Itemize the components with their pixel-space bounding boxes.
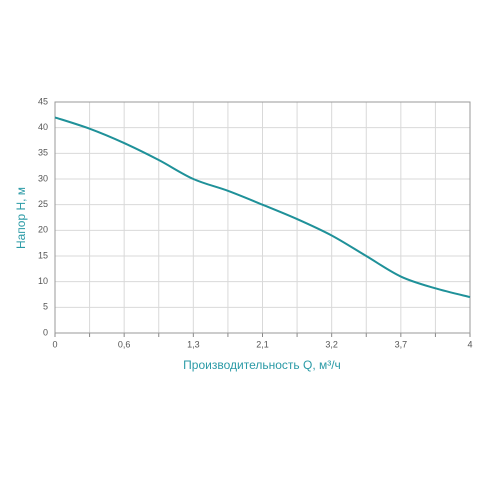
y-tick-label: 25 [38, 199, 48, 209]
line-series [54, 116, 471, 299]
y-axis-title: Напор H, м [14, 187, 28, 249]
y-tick-label: 10 [38, 276, 48, 286]
x-tick-label: 0,6 [118, 339, 131, 349]
y-tick-label: 20 [38, 225, 48, 235]
x-tick-label: 1,3 [187, 339, 200, 349]
y-tick-label: 30 [38, 173, 48, 183]
y-tick-label: 45 [38, 96, 48, 106]
y-tick-label: 0 [43, 327, 48, 337]
y-tick-label: 5 [43, 302, 48, 312]
x-tick-label: 2,1 [256, 339, 269, 349]
x-tick-label: 3,7 [395, 339, 408, 349]
y-tick-label: 35 [38, 148, 48, 158]
y-tick-label: 15 [38, 250, 48, 260]
x-tick-label: 0 [52, 339, 57, 349]
plot-frame [54, 101, 471, 334]
x-tick-label: 3,2 [325, 339, 338, 349]
x-axis-title: Производительность Q, м³/ч [183, 358, 341, 372]
y-tick-label: 40 [38, 122, 48, 132]
x-tick-label: 4 [467, 339, 472, 349]
